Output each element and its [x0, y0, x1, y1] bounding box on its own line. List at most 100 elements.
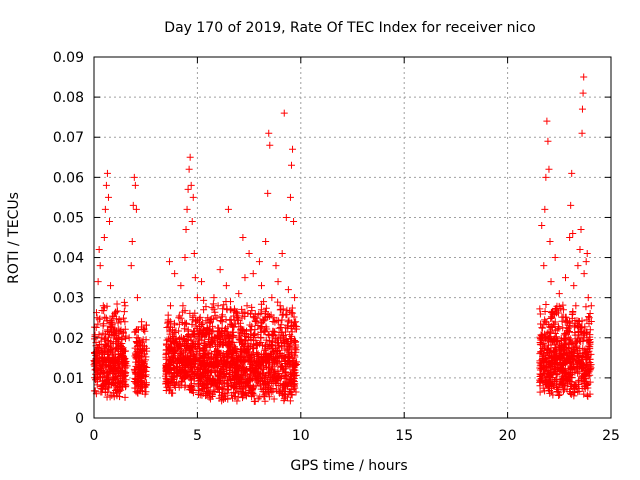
data-point: [543, 117, 551, 125]
data-point: [549, 337, 557, 345]
data-point: [133, 339, 141, 347]
data-point: [570, 282, 578, 290]
data-point: [114, 384, 122, 392]
data-point: [235, 290, 243, 298]
data-point: [200, 306, 208, 314]
data-point: [288, 332, 296, 340]
data-point: [219, 340, 227, 348]
data-point: [105, 384, 113, 392]
data-point: [566, 389, 574, 397]
data-point: [92, 370, 100, 378]
x-axis-label: GPS time / hours: [290, 458, 407, 474]
data-point: [583, 345, 591, 353]
data-point: [223, 328, 231, 336]
data-point: [239, 340, 247, 348]
data-point: [101, 205, 109, 213]
data-point: [228, 381, 236, 389]
data-point: [287, 309, 295, 317]
data-point: [561, 369, 569, 377]
data-point: [231, 376, 239, 384]
data-point: [292, 318, 300, 326]
data-point: [115, 330, 123, 338]
data-point: [579, 89, 587, 97]
data-point: [203, 349, 211, 357]
data-point: [584, 294, 592, 302]
data-point: [167, 356, 175, 364]
data-point: [199, 327, 207, 335]
data-point: [127, 262, 135, 270]
data-point: [109, 367, 117, 375]
data-point: [123, 362, 131, 370]
data-point: [222, 361, 230, 369]
data-point: [211, 342, 219, 350]
data-point: [253, 365, 261, 373]
data-point: [180, 363, 188, 371]
data-point: [250, 314, 258, 322]
data-point: [167, 302, 175, 310]
data-point: [545, 165, 553, 173]
data-point: [120, 298, 128, 306]
data-point: [233, 397, 241, 405]
data-point: [117, 326, 125, 334]
data-point: [109, 375, 117, 383]
data-point: [223, 365, 231, 373]
data-point: [235, 382, 243, 390]
data-point: [251, 318, 259, 326]
data-point: [219, 311, 227, 319]
data-point: [557, 342, 565, 350]
data-point: [582, 329, 590, 337]
data-point: [569, 307, 577, 315]
data-point: [185, 165, 193, 173]
data-point: [541, 205, 549, 213]
data-point: [195, 349, 203, 357]
data-point: [264, 370, 272, 378]
data-point: [265, 129, 273, 137]
data-point: [112, 379, 120, 387]
data-point: [249, 350, 257, 358]
data-point: [581, 323, 589, 331]
data-point: [222, 316, 230, 324]
data-point: [94, 367, 102, 375]
data-point: [559, 365, 567, 373]
data-point: [183, 205, 191, 213]
data-point: [565, 322, 573, 330]
data-point: [268, 294, 276, 302]
data-point: [186, 153, 194, 161]
data-point: [164, 346, 172, 354]
data-point: [235, 335, 243, 343]
data-point: [280, 374, 288, 382]
data-point: [130, 173, 138, 181]
data-point: [97, 334, 105, 342]
data-point: [174, 344, 182, 352]
data-point: [552, 333, 560, 341]
data-point: [99, 385, 107, 393]
data-point: [240, 326, 248, 334]
data-point: [102, 181, 110, 189]
data-point: [266, 141, 274, 149]
data-point: [215, 368, 223, 376]
data-point: [547, 278, 555, 286]
data-point: [169, 326, 177, 334]
x-tick-label: 15: [395, 428, 413, 444]
data-point: [136, 387, 144, 395]
data-point: [278, 250, 286, 258]
data-point: [583, 250, 591, 258]
data-point: [190, 250, 198, 258]
data-point: [103, 383, 111, 391]
data-point: [269, 380, 277, 388]
data-point: [241, 337, 249, 345]
data-point: [544, 374, 552, 382]
data-point: [544, 137, 552, 145]
data-point: [132, 205, 140, 213]
data-point: [275, 324, 283, 332]
data-point: [137, 374, 145, 382]
data-point: [586, 326, 594, 334]
data-point: [536, 310, 544, 318]
data-point: [181, 254, 189, 262]
data-point: [238, 367, 246, 375]
data-point: [183, 357, 191, 365]
data-point: [234, 355, 242, 363]
data-point: [540, 262, 548, 270]
data-point: [266, 359, 274, 367]
data-point: [191, 309, 199, 317]
